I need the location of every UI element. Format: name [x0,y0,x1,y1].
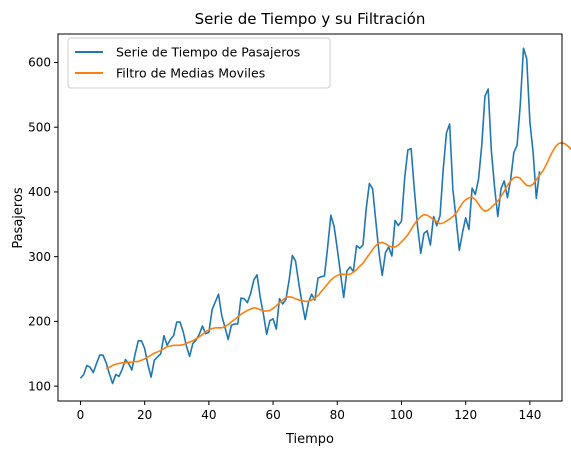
x-tick-label: 80 [330,408,345,422]
plot-area [79,47,571,385]
y-tick-label: 200 [28,315,51,329]
legend: Serie de Tiempo de Pasajeros Filtro de M… [67,37,331,89]
x-axis: 0 20 40 60 80 100 120 140 [77,401,541,422]
y-tick-label: 300 [28,250,51,264]
x-tick-label: 0 [77,408,85,422]
plot-frame [57,33,563,402]
legend-box [67,37,331,89]
x-tick-label: 100 [390,408,413,422]
x-axis-label: Tiempo [285,432,334,447]
legend-label-series-2: Filtro de Medias Moviles [116,66,265,81]
series-line-2 [105,141,571,370]
y-tick-label: 500 [28,120,51,134]
y-axis-label: Pasajeros [11,187,26,249]
x-tick-label: 120 [454,408,477,422]
x-tick-label: 20 [137,408,152,422]
chart-title: Serie de Tiempo y su Filtración [195,10,426,28]
y-axis: 100 200 300 400 500 600 [28,56,58,393]
x-tick-label: 140 [518,408,541,422]
x-tick-label: 60 [265,408,280,422]
y-tick-label: 400 [28,185,51,199]
x-tick-label: 40 [201,408,216,422]
series-line-1 [79,47,541,385]
y-tick-label: 600 [28,56,51,70]
legend-label-series-1: Serie de Tiempo de Pasajeros [116,45,300,60]
y-tick-label: 100 [28,379,51,393]
